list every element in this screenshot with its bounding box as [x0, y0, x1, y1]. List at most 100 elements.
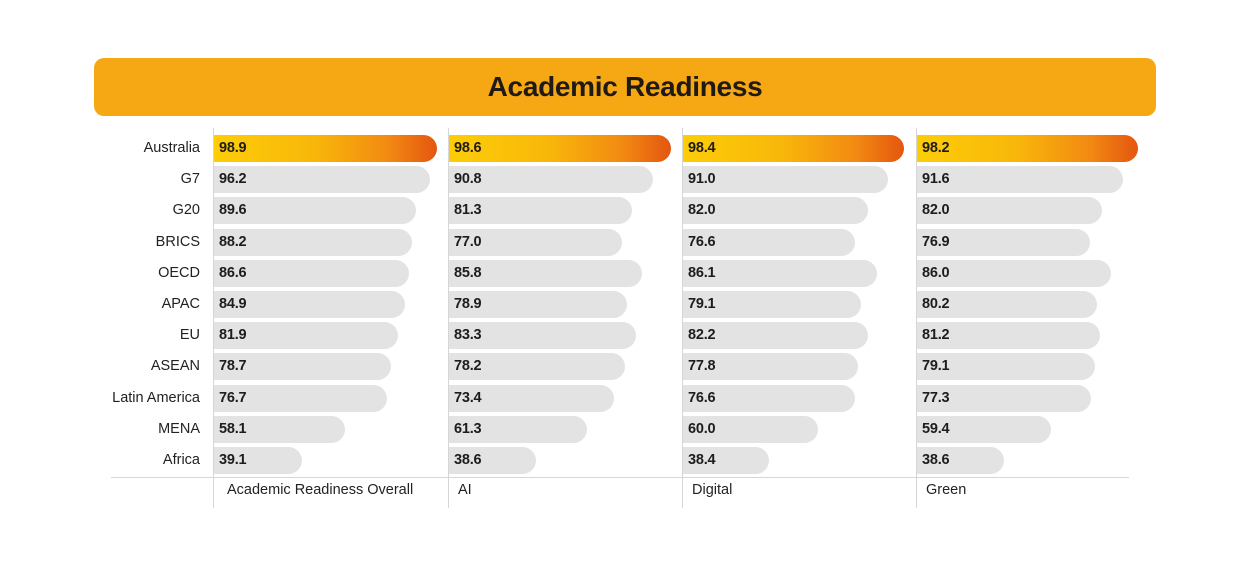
bar [683, 228, 856, 256]
data-label: 86.0 [922, 264, 950, 281]
data-label: 77.3 [922, 389, 950, 406]
bar [683, 259, 877, 287]
bar [214, 415, 345, 443]
bar [214, 384, 387, 412]
data-label: 98.6 [454, 140, 482, 156]
bar [917, 415, 1051, 443]
bar [683, 166, 888, 194]
bar [683, 197, 868, 225]
data-label: 85.8 [454, 264, 482, 281]
bar [683, 415, 818, 443]
data-label: 76.6 [688, 389, 716, 406]
data-label: 82.0 [688, 202, 716, 219]
bar [917, 322, 1100, 350]
bar [214, 135, 437, 162]
bar [449, 353, 625, 381]
bar [683, 322, 868, 350]
data-label: 96.2 [219, 171, 247, 188]
data-label: 38.4 [688, 452, 716, 468]
data-label: 90.8 [454, 171, 482, 188]
series-label: Green [926, 482, 967, 498]
data-label: 82.2 [688, 327, 716, 344]
bar [449, 197, 632, 225]
bar [449, 384, 615, 412]
bar [449, 447, 536, 474]
series-label: AI [458, 482, 472, 498]
bar [214, 228, 413, 256]
data-label: 83.3 [454, 327, 482, 344]
data-label: 78.9 [454, 296, 482, 312]
data-label: 86.6 [219, 264, 247, 281]
category-label: APAC [161, 296, 200, 312]
bar [449, 415, 587, 443]
category-label: BRICS [155, 233, 200, 250]
series-label: Academic Readiness Overall [227, 482, 414, 498]
bar [449, 291, 627, 318]
bar [683, 353, 859, 381]
bar [917, 447, 1004, 474]
bar [917, 197, 1102, 225]
category-label: OECD [158, 264, 200, 281]
data-label: 38.6 [454, 452, 482, 468]
bar [917, 166, 1124, 194]
category-label: EU [179, 327, 200, 344]
bar [214, 322, 399, 350]
bar [917, 291, 1098, 318]
data-label: 78.2 [454, 358, 482, 375]
data-label: 86.1 [688, 264, 716, 281]
bar [917, 135, 1138, 162]
category-label: Australia [143, 140, 200, 156]
bar [683, 447, 770, 474]
bar [449, 259, 643, 287]
data-label: 78.7 [219, 358, 247, 375]
category-label: Africa [162, 452, 200, 468]
data-label: 80.2 [922, 296, 950, 312]
bar [917, 353, 1095, 381]
data-label: 38.6 [922, 452, 950, 468]
data-label: 79.1 [688, 296, 716, 312]
data-label: 89.6 [219, 202, 247, 219]
bar [214, 259, 409, 287]
bar [683, 135, 905, 162]
column-divider [916, 128, 917, 508]
bar [449, 322, 637, 350]
column-divider [682, 128, 683, 508]
data-label: 39.1 [219, 452, 247, 468]
data-label: 73.4 [454, 389, 482, 406]
bar [449, 135, 671, 162]
data-label: 77.0 [454, 233, 482, 250]
bar [214, 447, 302, 474]
category-label: ASEAN [150, 358, 200, 375]
data-label: 81.9 [219, 327, 247, 344]
bar [214, 353, 392, 381]
data-label: 91.6 [922, 171, 950, 188]
bar [683, 291, 861, 318]
data-label: 77.8 [688, 358, 716, 375]
data-label: 98.9 [219, 140, 247, 156]
bar [917, 228, 1091, 256]
baseline [111, 477, 1129, 478]
data-label: 84.9 [219, 296, 247, 312]
column-divider [213, 128, 214, 508]
bar [917, 384, 1091, 412]
data-label: 76.6 [688, 233, 716, 250]
data-label: 81.3 [454, 202, 482, 219]
data-label: 79.1 [922, 358, 950, 375]
bar [683, 384, 856, 412]
data-label: 76.7 [219, 389, 247, 406]
data-label: 61.3 [454, 420, 482, 437]
chart-title: Academic Readiness [487, 71, 763, 102]
column-divider [448, 128, 449, 508]
category-label: Latin America [112, 389, 200, 406]
category-label: G20 [172, 202, 200, 219]
category-label: G7 [180, 171, 200, 188]
bar [449, 166, 654, 194]
data-label: 98.4 [688, 140, 716, 156]
category-label: MENA [158, 420, 200, 437]
data-label: 82.0 [922, 202, 950, 219]
data-label: 98.2 [922, 140, 950, 156]
bar [214, 166, 431, 194]
data-label: 76.9 [922, 233, 950, 250]
data-label: 59.4 [922, 420, 950, 437]
